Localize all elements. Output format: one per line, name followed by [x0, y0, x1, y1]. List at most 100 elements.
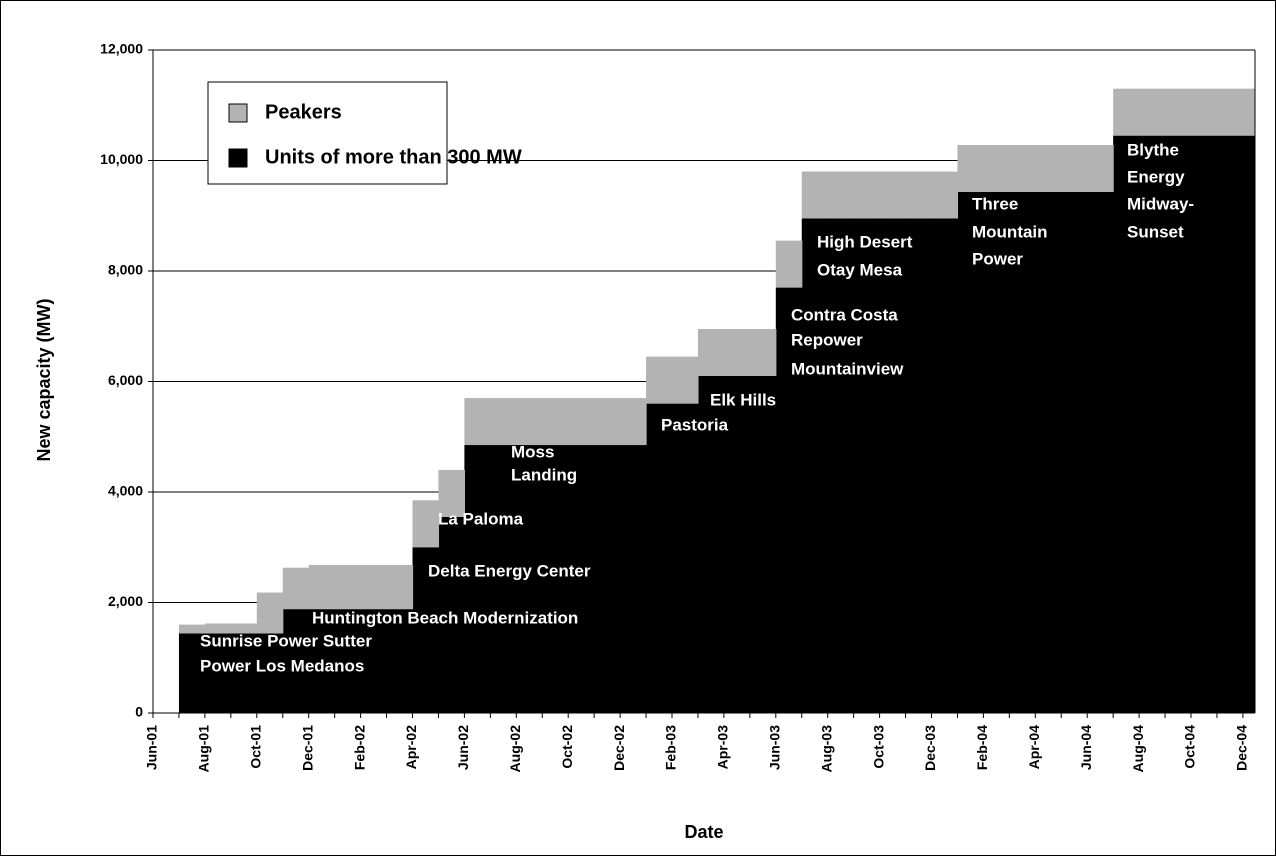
area-step: [853, 171, 881, 219]
area-step: [905, 218, 933, 713]
annotation: Midway-: [1127, 194, 1194, 213]
area-step: [516, 398, 543, 446]
area-step: [672, 403, 699, 713]
area-step: [879, 218, 907, 713]
area-step: [1242, 135, 1255, 713]
x-tick-label: Dec-01: [299, 725, 315, 771]
area-step: [1087, 145, 1114, 192]
area-step: [620, 445, 647, 713]
legend-label: Peakers: [265, 101, 342, 123]
annotation: Otay Mesa: [817, 260, 903, 279]
area-step: [230, 633, 258, 713]
overlay: 0 2,000 4,000 6,000 8,000 10,000 12,000 Jun-01 A…: [100, 41, 1256, 773]
x-tick-label: Apr-02: [403, 725, 419, 770]
area-step: [256, 633, 284, 713]
y-tick-label: 0: [135, 704, 143, 720]
area-step: [1009, 145, 1036, 192]
area-step: [879, 171, 907, 219]
annotation: Delta Energy Center: [428, 561, 591, 580]
x-tick-label: Dec-04: [1234, 725, 1250, 771]
area-step: [594, 445, 621, 713]
area-step: [723, 375, 751, 713]
area-step: [308, 564, 336, 610]
area-step: [1113, 88, 1140, 136]
area-step: [438, 516, 465, 713]
area-step: [775, 287, 803, 713]
area-step: [204, 623, 232, 634]
area-step: [1009, 191, 1036, 713]
area-step: [801, 171, 829, 219]
area-step: [1139, 88, 1166, 136]
x-tick-label: Dec-02: [611, 725, 627, 771]
area-step: [672, 356, 699, 404]
area-step: [178, 633, 206, 713]
area-step: [490, 398, 517, 446]
x-tick-label: Oct-01: [248, 725, 264, 769]
x-tick-label: Aug-01: [196, 725, 212, 773]
annotation: Mountainview: [791, 359, 904, 378]
area-step: [1165, 88, 1192, 136]
annotation: Huntington Beach Modernization: [312, 608, 578, 627]
area-step: [230, 623, 258, 634]
area-step: [1191, 135, 1218, 713]
area-step: [386, 609, 414, 713]
area-step: [801, 218, 829, 713]
area-step: [905, 171, 933, 219]
area-step: [1242, 88, 1255, 136]
area-step: [957, 145, 984, 192]
area-step: [334, 609, 362, 713]
area-step: [542, 398, 569, 446]
area-step: [931, 171, 959, 219]
x-tick-label: Apr-04: [1026, 725, 1042, 770]
area-step: [360, 609, 388, 713]
area-step: [1061, 191, 1088, 713]
x-tick-label: Aug-04: [1130, 725, 1146, 773]
legend-box: [207, 81, 448, 185]
area-step: [1035, 191, 1062, 713]
area-step: [412, 500, 440, 548]
annotation: Sunset: [1127, 222, 1184, 241]
area-step: [256, 592, 284, 634]
area-step: [1113, 135, 1140, 713]
y-tick-label: 6,000: [108, 372, 143, 388]
x-tick-label: Feb-02: [351, 725, 367, 770]
area-step: [620, 398, 647, 446]
annotation: Moss: [511, 442, 554, 461]
area-step: [516, 445, 543, 713]
x-tick-label: Feb-04: [974, 725, 990, 770]
x-tick-label: Jun-03: [767, 725, 783, 770]
legend-swatch: [228, 148, 248, 168]
area-step: [178, 624, 206, 634]
annotation: Pastoria: [661, 415, 729, 434]
area-step: [568, 445, 595, 713]
x-tick-label: Jun-01: [144, 725, 160, 770]
area-step: [542, 445, 569, 713]
area-step: [594, 398, 621, 446]
area-step: [957, 191, 984, 713]
area-step: [697, 329, 725, 376]
area-step: [282, 609, 310, 713]
area-step: [646, 356, 673, 404]
area-step: [1191, 88, 1218, 136]
x-tick-label: Jun-02: [455, 725, 471, 770]
plot-area: [153, 49, 1255, 713]
area-step: [723, 329, 751, 376]
area-step: [568, 398, 595, 446]
area-step: [282, 567, 310, 610]
y-axis-title: New capacity (MW): [34, 298, 54, 461]
x-axis-title: Date: [684, 822, 723, 842]
annotation: Elk Hills: [710, 390, 776, 409]
area-step: [983, 191, 1010, 713]
annotation: Landing: [511, 465, 577, 484]
y-tick-label: 4,000: [108, 483, 143, 499]
area-step: [1139, 135, 1166, 713]
y-tick-label: 10,000: [100, 151, 143, 167]
area-step: [308, 609, 336, 713]
x-tick-label: Aug-02: [507, 725, 523, 773]
area-step: [646, 403, 673, 713]
area-step: [360, 564, 388, 610]
y-tick-label: 2,000: [108, 593, 143, 609]
area-step: [386, 564, 414, 610]
area-step: [1035, 145, 1062, 192]
